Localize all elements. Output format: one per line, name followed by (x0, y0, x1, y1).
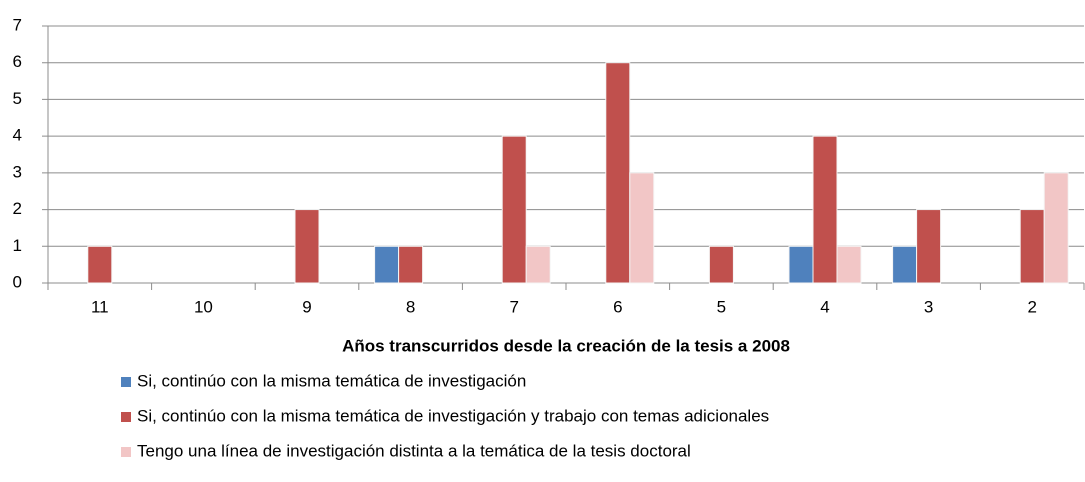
y-tick-label: 4 (13, 126, 22, 145)
bar (629, 172, 655, 284)
x-tick-label: 8 (406, 297, 415, 316)
x-tick-label: 6 (613, 297, 622, 316)
legend-swatch (121, 447, 131, 457)
y-tick-label: 0 (13, 272, 22, 291)
x-tick-label: 5 (717, 297, 726, 316)
y-tick-label: 7 (13, 15, 22, 34)
bar (605, 62, 631, 284)
legend-swatch (121, 377, 131, 387)
bar (892, 245, 918, 284)
bar (1043, 172, 1069, 284)
bar (525, 245, 551, 284)
y-tick-label: 1 (13, 236, 22, 255)
y-tick-label: 3 (13, 162, 22, 181)
x-tick-label: 4 (820, 297, 829, 316)
bar (708, 245, 734, 284)
bar (788, 245, 814, 284)
y-tick-label: 2 (13, 199, 22, 218)
x-tick-label: 11 (91, 297, 109, 316)
x-tick-label: 10 (194, 297, 213, 316)
legend-label: Si, continúo con la misma temática de in… (137, 406, 769, 425)
x-tick-label: 7 (509, 297, 518, 316)
x-tick-label: 9 (302, 297, 311, 316)
legend-label: Tengo una línea de investigación distint… (137, 441, 691, 460)
y-tick-label: 6 (13, 52, 22, 71)
x-axis-title: Años transcurridos desde la creación de … (342, 336, 790, 355)
legend-label: Si, continúo con la misma temática de in… (137, 371, 526, 390)
bar (836, 245, 862, 284)
bar (916, 209, 942, 284)
bar (374, 245, 400, 284)
y-tick-label: 5 (13, 89, 22, 108)
x-tick-label: 3 (924, 297, 933, 316)
bar (1019, 209, 1045, 284)
bar (398, 245, 424, 284)
bar (87, 245, 113, 284)
x-tick-label: 2 (1027, 297, 1036, 316)
legend-swatch (121, 412, 131, 422)
bar (294, 209, 320, 284)
bar (812, 135, 838, 284)
bar (501, 135, 527, 284)
